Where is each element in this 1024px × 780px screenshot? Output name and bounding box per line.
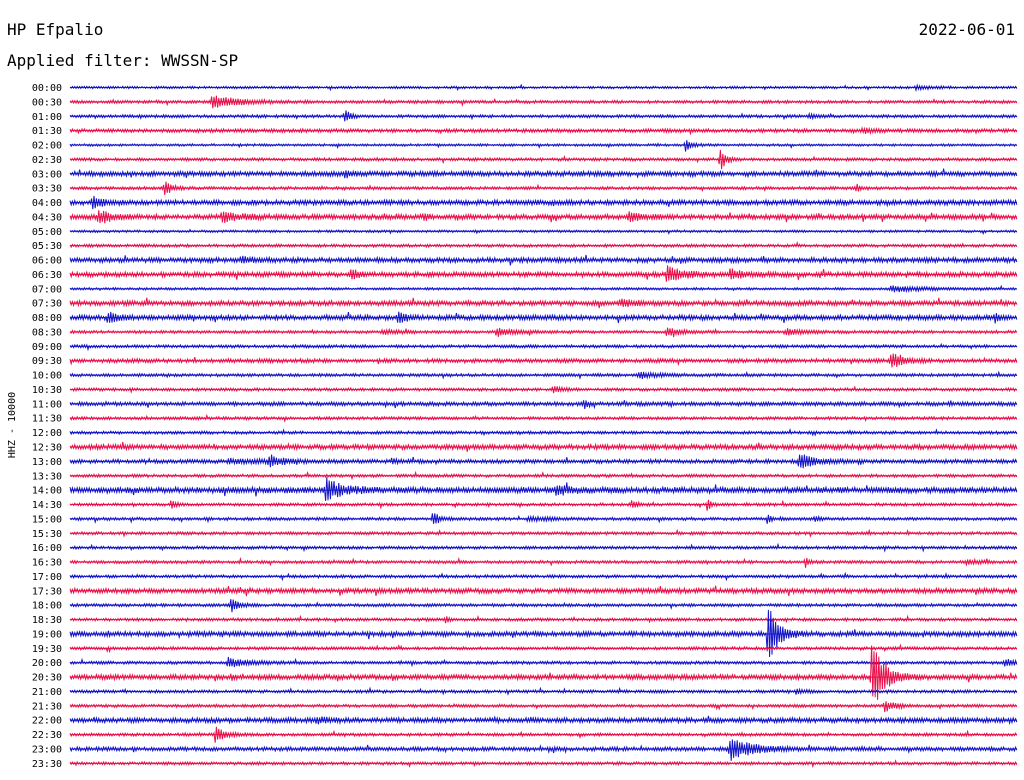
tick-label: 20:00 <box>32 658 62 669</box>
tick-label: 05:00 <box>32 227 62 238</box>
tick-label: 01:30 <box>32 126 62 137</box>
time-tick-labels: 00:00 00:30 01:00 01:30 02:00 02:30 03:00 03:30… <box>32 83 62 770</box>
trace-row-2130 <box>69 701 1018 713</box>
trace-row-0200 <box>69 140 1018 152</box>
tick-label: 23:30 <box>32 759 62 770</box>
tick-label: 11:30 <box>32 414 62 425</box>
tick-label: 20:30 <box>32 673 62 684</box>
tick-label: 05:30 <box>32 241 62 252</box>
tick-label: 06:00 <box>32 256 62 267</box>
tick-label: 21:00 <box>32 687 62 698</box>
tick-label: 02:30 <box>32 155 62 166</box>
tick-label: 09:30 <box>32 356 62 367</box>
tick-label: 04:00 <box>32 198 62 209</box>
tick-label: 09:00 <box>32 342 62 353</box>
tick-label: 14:30 <box>32 500 62 511</box>
tick-label: 02:00 <box>32 141 62 152</box>
tick-label: 00:30 <box>32 97 62 108</box>
tick-label: 08:30 <box>32 327 62 338</box>
trace-row-2300 <box>69 739 1018 761</box>
tick-label: 10:00 <box>32 371 62 382</box>
tick-label: 13:30 <box>32 471 62 482</box>
tick-label: 15:00 <box>32 514 62 525</box>
trace-row-1630 <box>69 556 1018 568</box>
tick-label: 17:30 <box>32 586 62 597</box>
trace-row-1800 <box>69 599 1018 613</box>
trace-row-1100 <box>69 400 1018 410</box>
tick-label: 23:00 <box>32 744 62 755</box>
tick-label: 11:00 <box>32 399 62 410</box>
tick-label: 07:00 <box>32 284 62 295</box>
tick-label: 22:30 <box>32 730 62 741</box>
station-name: HP Efpalio <box>7 20 104 39</box>
tick-label: 04:30 <box>32 212 62 223</box>
tick-label: 16:30 <box>32 558 62 569</box>
tick-label: 13:00 <box>32 457 62 468</box>
tick-label: 15:30 <box>32 529 62 540</box>
tick-label: 18:30 <box>32 615 62 626</box>
channel-label: HHZ - 10000 <box>7 392 18 458</box>
trace-row-0630 <box>69 265 1018 282</box>
tick-label: 08:00 <box>32 313 62 324</box>
tick-label: 14:00 <box>32 486 62 497</box>
tick-label: 12:30 <box>32 443 62 454</box>
tick-label: 18:00 <box>32 601 62 612</box>
record-date: 2022-06-01 <box>918 20 1015 39</box>
trace-row-0900 <box>69 342 1018 352</box>
trace-group <box>69 83 1018 769</box>
tick-label: 10:30 <box>32 385 62 396</box>
trace-row-1400 <box>69 477 1018 501</box>
tick-label: 03:30 <box>32 184 62 195</box>
tick-label: 07:30 <box>32 299 62 310</box>
tick-label: 03:00 <box>32 169 62 180</box>
tick-label: 16:00 <box>32 543 62 554</box>
tick-label: 00:00 <box>32 83 62 94</box>
tick-label: 17:00 <box>32 572 62 583</box>
trace-row-0530 <box>69 240 1018 249</box>
tick-label: 21:30 <box>32 701 62 712</box>
tick-label: 01:00 <box>32 112 62 123</box>
tick-label: 22:00 <box>32 716 62 727</box>
tick-label: 12:00 <box>32 428 62 439</box>
trace-row-1430 <box>69 499 1018 511</box>
tick-label: 06:30 <box>32 270 62 281</box>
tick-label: 19:00 <box>32 629 62 640</box>
tick-label: 19:30 <box>32 644 62 655</box>
applied-filter: Applied filter: WWSSN-SP <box>7 51 239 70</box>
